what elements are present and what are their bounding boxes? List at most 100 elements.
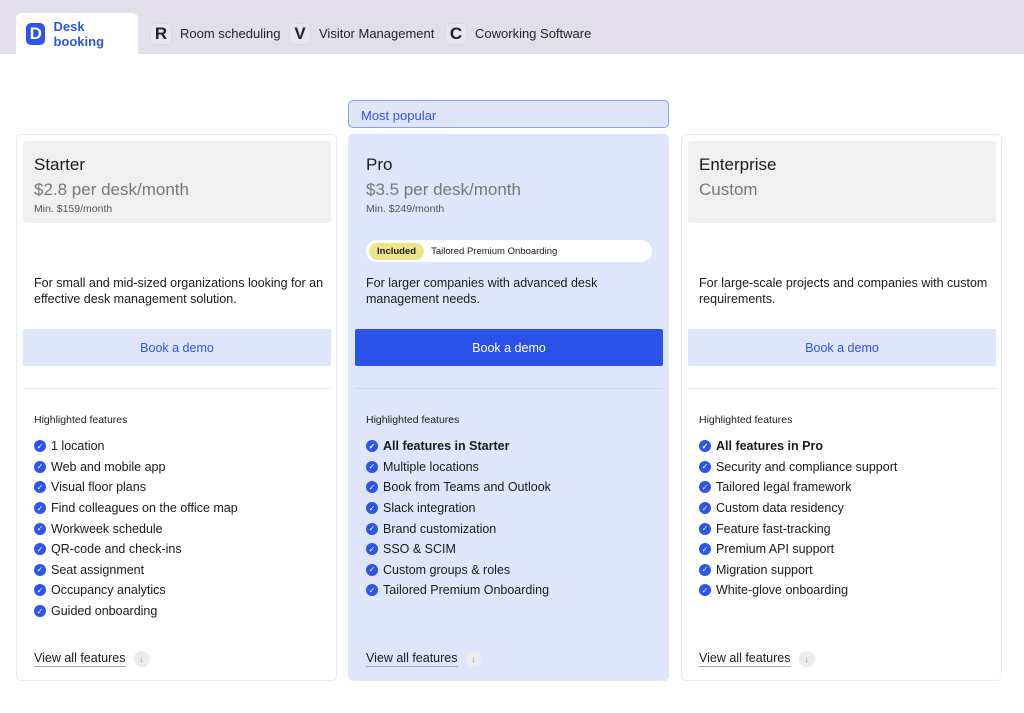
- tab-label: Visitor Management: [319, 26, 435, 41]
- check-icon: ✓: [699, 522, 711, 535]
- feature-item: ✓ Web and mobile app: [34, 457, 238, 478]
- divider: [688, 388, 996, 389]
- check-icon: ✓: [34, 605, 46, 618]
- check-icon: ✓: [366, 522, 378, 535]
- coworking-logo-icon: C: [445, 22, 467, 45]
- book-demo-button[interactable]: Book a demo: [355, 329, 663, 366]
- feature-item: ✓ 1 location: [34, 436, 238, 457]
- included-text: Tailored Premium Onboarding: [431, 245, 558, 257]
- check-icon: ✓: [366, 481, 378, 494]
- feature-text: All features in Starter: [383, 439, 510, 454]
- check-icon: ✓: [366, 460, 378, 473]
- feature-text: 1 location: [51, 439, 105, 454]
- feature-item: ✓ Migration support: [699, 560, 897, 581]
- arrow-down-icon: ↓: [798, 651, 815, 667]
- tab-room-scheduling[interactable]: R Room scheduling: [140, 13, 290, 54]
- feature-item: ✓ Visual floor plans: [34, 477, 238, 498]
- check-icon: ✓: [34, 481, 46, 494]
- tab-desk-booking[interactable]: D Desk booking: [16, 13, 138, 54]
- feature-item: ✓ All features in Starter: [366, 436, 551, 457]
- plan-card-starter: Starter $2.8 per desk/month Min. $159/mo…: [16, 134, 337, 681]
- feature-list: ✓ All features in Starter ✓ Multiple locati…: [366, 436, 551, 601]
- feature-item: ✓ Occupancy analytics: [34, 580, 238, 601]
- feature-text: SSO & SCIM: [383, 542, 456, 557]
- feature-item: ✓ Find colleagues on the office map: [34, 498, 238, 519]
- feature-list: ✓ 1 location ✓ Web and mobile app ✓ Visual fl…: [34, 436, 238, 621]
- feature-text: Tailored legal framework: [716, 480, 852, 495]
- feature-item: ✓ Tailored legal framework: [699, 477, 897, 498]
- feature-item: ✓ SSO & SCIM: [366, 539, 551, 560]
- feature-item: ✓ Workweek schedule: [34, 518, 238, 539]
- plan-price: $3.5 per desk/month: [366, 180, 521, 199]
- plan-price: Custom: [699, 180, 758, 199]
- tab-label: Desk booking: [53, 18, 105, 49]
- most-popular-badge: Most popular: [348, 100, 669, 128]
- feature-item: ✓ Book from Teams and Outlook: [366, 477, 551, 498]
- tab-label: Coworking Software: [475, 26, 592, 41]
- view-all-features-link[interactable]: View all features ↓: [34, 651, 150, 667]
- feature-text: Custom groups & roles: [383, 562, 511, 577]
- feature-item: ✓ Tailored Premium Onboarding: [366, 580, 551, 601]
- feature-text: Visual floor plans: [51, 480, 146, 495]
- feature-item: ✓ QR-code and check-ins: [34, 539, 238, 560]
- plan-header: Pro $3.5 per desk/month Min. $249/month: [355, 141, 663, 223]
- check-icon: ✓: [366, 440, 378, 453]
- check-icon: ✓: [34, 584, 46, 597]
- arrow-down-icon: ↓: [133, 651, 150, 667]
- feature-item: ✓ Multiple locations: [366, 457, 551, 478]
- plan-description: For large-scale projects and companies w…: [699, 276, 988, 306]
- check-icon: ✓: [699, 502, 711, 515]
- plan-description: For larger companies with advanced desk …: [366, 276, 598, 306]
- desk-booking-logo-icon: D: [26, 22, 46, 45]
- included-tag: Included: [369, 242, 425, 260]
- feature-text: Slack integration: [383, 501, 476, 516]
- feature-item: ✓ Custom data residency: [699, 498, 897, 519]
- check-icon: ✓: [34, 460, 46, 473]
- plan-card-enterprise: Enterprise Custom For large-scale projec…: [681, 134, 1002, 681]
- feature-item: ✓ Guided onboarding: [34, 601, 238, 622]
- features-heading: Highlighted features: [34, 414, 128, 426]
- feature-text: All features in Pro: [716, 439, 823, 454]
- feature-text: Multiple locations: [383, 459, 479, 474]
- check-icon: ✓: [366, 543, 378, 556]
- view-all-features-link[interactable]: View all features ↓: [699, 651, 815, 667]
- feature-item: ✓ Slack integration: [366, 498, 551, 519]
- check-icon: ✓: [34, 502, 46, 515]
- check-icon: ✓: [34, 522, 46, 535]
- check-icon: ✓: [699, 481, 711, 494]
- feature-text: Guided onboarding: [51, 604, 158, 619]
- divider: [355, 388, 663, 389]
- feature-item: ✓ Seat assignment: [34, 560, 238, 581]
- check-icon: ✓: [366, 563, 378, 576]
- feature-text: Security and compliance support: [716, 459, 898, 474]
- view-all-label: View all features: [699, 651, 791, 667]
- feature-text: QR-code and check-ins: [51, 542, 182, 557]
- feature-item: ✓ Brand customization: [366, 518, 551, 539]
- plan-description: For small and mid-sized organizations lo…: [34, 276, 324, 306]
- feature-text: Workweek schedule: [51, 521, 163, 536]
- tab-label: Room scheduling: [180, 26, 281, 41]
- book-demo-button[interactable]: Book a demo: [688, 329, 996, 366]
- check-icon: ✓: [34, 563, 46, 576]
- feature-item: ✓ Premium API support: [699, 539, 897, 560]
- tab-visitor-management[interactable]: V Visitor Management: [279, 13, 444, 54]
- plan-header: Enterprise Custom: [688, 141, 996, 223]
- plan-name: Enterprise: [699, 155, 777, 174]
- view-all-features-link[interactable]: View all features ↓: [366, 651, 482, 667]
- feature-text: Book from Teams and Outlook: [383, 480, 551, 495]
- feature-text: Premium API support: [716, 542, 835, 557]
- visitor-management-logo-icon: V: [289, 22, 311, 45]
- feature-item: ✓ All features in Pro: [699, 436, 897, 457]
- view-all-label: View all features: [34, 651, 126, 667]
- plan-minimum: Min. $249/month: [366, 203, 445, 215]
- feature-text: Migration support: [716, 562, 813, 577]
- feature-text: Seat assignment: [51, 562, 145, 577]
- check-icon: ✓: [34, 440, 46, 453]
- plan-name: Starter: [34, 155, 86, 174]
- tab-coworking-software[interactable]: C Coworking Software: [435, 13, 601, 54]
- feature-list: ✓ All features in Pro ✓ Security and compli…: [699, 436, 897, 601]
- feature-item: ✓ Feature fast-tracking: [699, 518, 897, 539]
- feature-text: Custom data residency: [716, 501, 844, 516]
- feature-text: Occupancy analytics: [51, 583, 166, 598]
- book-demo-button[interactable]: Book a demo: [23, 329, 331, 366]
